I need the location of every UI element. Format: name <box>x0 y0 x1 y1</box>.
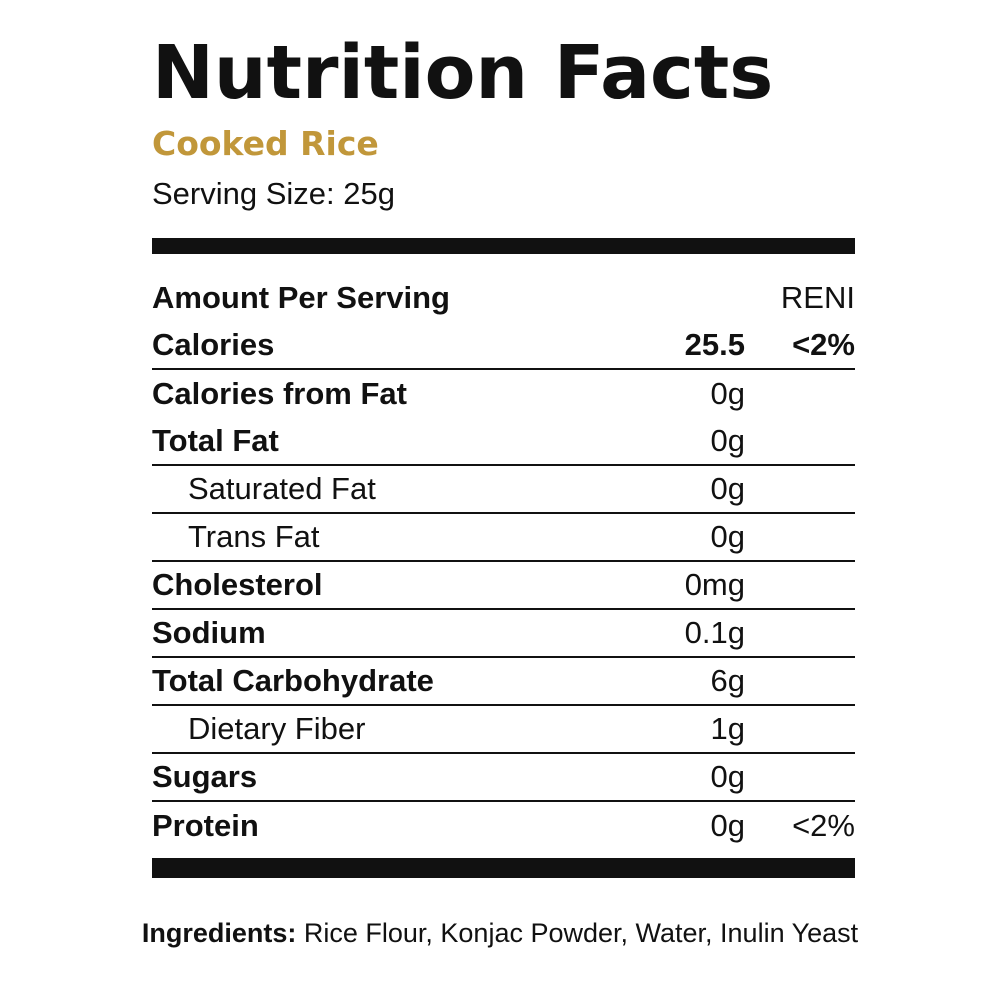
nutrition-label: Nutrition Facts Cooked Rice Serving Size… <box>152 30 855 878</box>
nutrient-name: Dietary Fiber <box>188 711 366 746</box>
ingredients-text: Rice Flour, Konjac Powder, Water, Inulin… <box>303 918 859 948</box>
nutrient-amount: 0mg <box>684 567 745 602</box>
nutrient-row-total-fat: Total Fat 0g <box>152 418 855 466</box>
serving-size: Serving Size: 25g <box>152 176 395 211</box>
ingredients-line: Ingredients: Rice Flour, Konjac Powder, … <box>0 918 1000 949</box>
nutrient-row-sodium: Sodium 0.1g <box>152 610 855 658</box>
product-name: Cooked Rice <box>152 124 379 163</box>
nutrient-row-protein: Protein 0g <2% <box>152 802 855 850</box>
bottom-divider-bar <box>152 858 855 878</box>
nutrient-name: Sodium <box>152 615 266 650</box>
nutrient-dv: <2% <box>792 808 855 843</box>
nutrient-table: Amount Per Serving RENI Calories 25.5 <2… <box>152 274 855 850</box>
nutrient-amount: 1g <box>710 711 745 746</box>
calories-dv: <2% <box>792 327 855 362</box>
nutrient-amount: 0g <box>710 423 745 458</box>
nutrient-name: Sugars <box>152 759 258 794</box>
amount-header-row: Amount Per Serving RENI <box>152 274 855 322</box>
nutrient-amount: 6g <box>710 663 745 698</box>
nutrient-name: Cholesterol <box>152 567 323 602</box>
label-title: Nutrition Facts <box>152 30 774 116</box>
nutrient-row-calories-from-fat: Calories from Fat 0g <box>152 370 855 418</box>
nutrient-name: Total Fat <box>152 423 279 458</box>
nutrient-name: Protein <box>152 808 259 843</box>
calories-label: Calories <box>152 327 275 362</box>
nutrient-amount: 0g <box>710 519 745 554</box>
nutrient-name: Trans Fat <box>188 519 320 554</box>
calories-amount: 25.5 <box>684 327 745 362</box>
reni-header: RENI <box>780 280 855 315</box>
top-divider-bar <box>152 238 855 254</box>
nutrient-amount: 0g <box>710 471 745 506</box>
amount-per-serving-label: Amount Per Serving <box>152 280 450 315</box>
nutrient-amount: 0g <box>710 808 745 843</box>
nutrient-name: Saturated Fat <box>188 471 376 506</box>
nutrient-row-dietary-fiber: Dietary Fiber 1g <box>152 706 855 754</box>
nutrient-row-sugars: Sugars 0g <box>152 754 855 802</box>
nutrient-row-cholesterol: Cholesterol 0mg <box>152 562 855 610</box>
nutrient-amount: 0.1g <box>684 615 745 650</box>
nutrient-row-trans-fat: Trans Fat 0g <box>152 514 855 562</box>
ingredients-label: Ingredients: <box>141 918 297 948</box>
nutrient-amount: 0g <box>710 759 745 794</box>
nutrient-amount: 0g <box>710 376 745 411</box>
nutrient-name: Calories from Fat <box>152 376 407 411</box>
nutrient-row-saturated-fat: Saturated Fat 0g <box>152 466 855 514</box>
nutrient-name: Total Carbohydrate <box>152 663 434 698</box>
nutrient-row-total-carbohydrate: Total Carbohydrate 6g <box>152 658 855 706</box>
calories-row: Calories 25.5 <2% <box>152 322 855 370</box>
